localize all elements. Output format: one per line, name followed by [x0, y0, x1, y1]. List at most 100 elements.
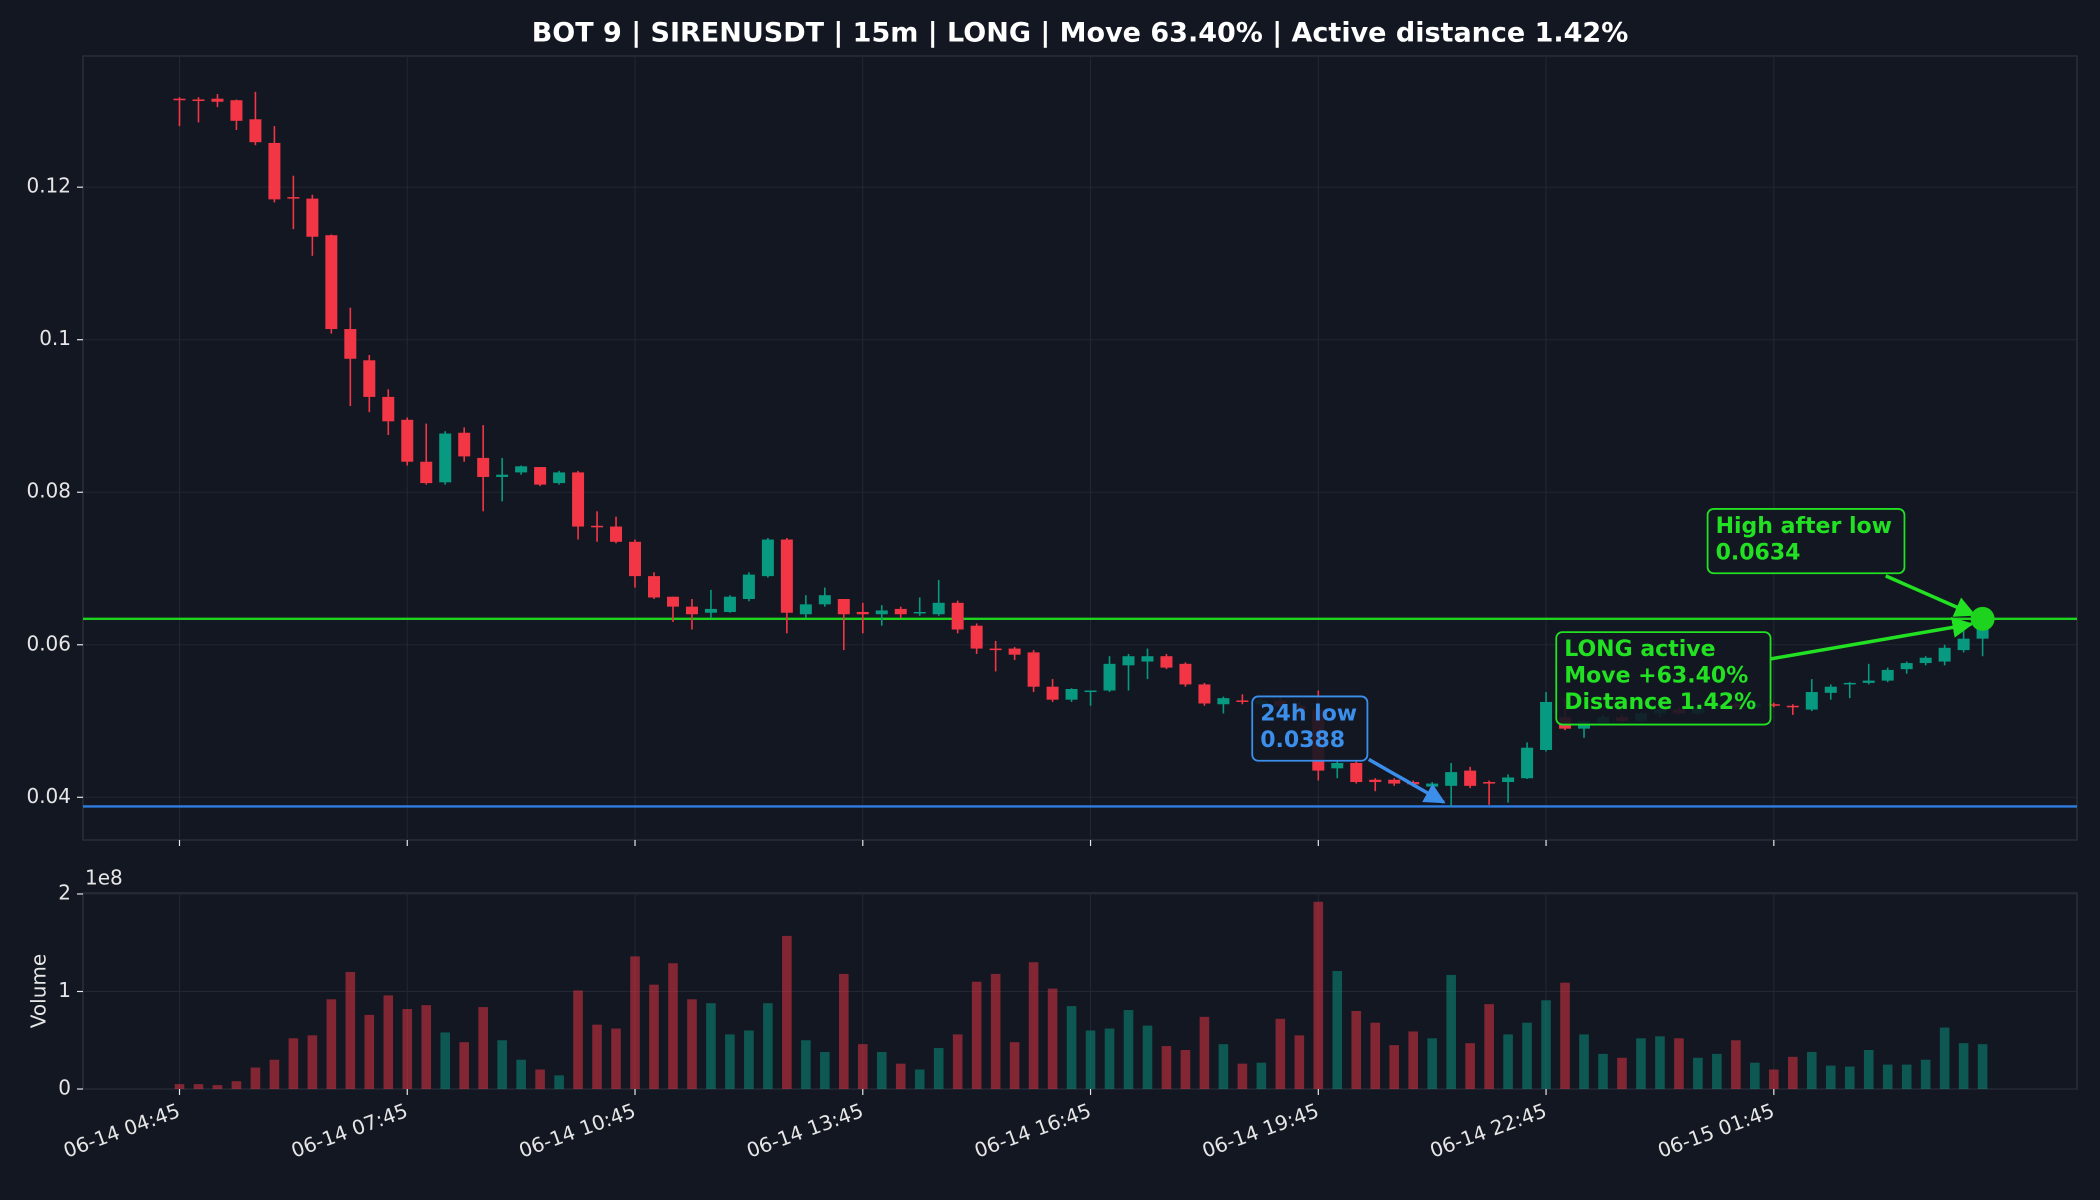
x-tick-label: 06-14 07:45 [288, 1098, 411, 1162]
candle-body [1805, 692, 1818, 710]
candle-body [1217, 698, 1230, 705]
candle-body [1103, 663, 1116, 691]
candle-body [211, 98, 224, 102]
volume-bar [193, 1084, 204, 1089]
volume-bar [1560, 982, 1570, 1089]
candle-body [970, 625, 983, 649]
volume-bar [1731, 1040, 1741, 1089]
volume-bar [1370, 1022, 1381, 1089]
volume-bar [345, 971, 356, 1089]
annotation-text: 0.0388 [1260, 728, 1345, 753]
volume-bar [1674, 1038, 1684, 1089]
volume-bar [895, 1063, 906, 1089]
volume-bar [1882, 1064, 1893, 1089]
candle-body [648, 576, 660, 598]
candle-body [268, 142, 281, 200]
volume-bar [687, 999, 697, 1089]
x-tick-label: 06-14 10:45 [516, 1098, 639, 1162]
annotation-text: High after low [1716, 514, 1892, 539]
candle-body [458, 432, 471, 457]
candle-body [610, 526, 623, 542]
candle-body [420, 461, 433, 484]
candle-body [894, 608, 907, 615]
price-panel [82, 55, 2078, 841]
volume-bar [1332, 971, 1343, 1089]
candle-body [1008, 648, 1021, 655]
volume-bar [1920, 1059, 1931, 1089]
candle-body [1350, 762, 1363, 783]
y-tick-label: 0.1 [39, 326, 71, 350]
volume-bar [1351, 1010, 1362, 1089]
volume-bar [801, 1040, 811, 1089]
volume-bar [1085, 1030, 1096, 1089]
volume-bar [914, 1069, 925, 1089]
annotation-arrow [1367, 757, 1446, 804]
annotation-text: LONG active [1564, 637, 1715, 662]
candle-body [1464, 770, 1477, 786]
volume-bar [288, 1038, 299, 1089]
candle-body [666, 596, 679, 607]
candle-body [1938, 647, 1951, 662]
candle-body [780, 539, 793, 613]
candle-body [932, 602, 945, 615]
candle-body [818, 595, 831, 605]
volume-bar [364, 1014, 375, 1089]
volume-bar [668, 963, 678, 1089]
y-tick-label: 1 [58, 978, 71, 1002]
candle-body [534, 467, 547, 485]
candle-body [1502, 777, 1515, 783]
annotation-text: Distance 1.42% [1564, 690, 1756, 715]
candle-body [875, 610, 888, 615]
candle-body [572, 472, 585, 527]
candle-body [477, 457, 490, 477]
volume-bar [402, 1009, 413, 1089]
volume-bar [1825, 1065, 1836, 1089]
candle-body [591, 525, 604, 528]
candle-body [837, 599, 850, 615]
volume-bar [1237, 1063, 1248, 1089]
volume-bar [174, 1084, 185, 1089]
volume-bar [1712, 1053, 1722, 1089]
volume-bar [1446, 974, 1456, 1089]
candle-body [325, 235, 338, 330]
candle-body [1957, 638, 1970, 651]
volume-bar [1693, 1057, 1703, 1089]
candle-body [192, 99, 205, 101]
candle-body [344, 329, 357, 359]
volume-bar [1503, 1034, 1513, 1089]
volume-bar [421, 1005, 432, 1089]
volume-bar [630, 956, 640, 1089]
volume-bar [1104, 1028, 1115, 1089]
candle-body [1483, 782, 1496, 784]
candle-body [856, 611, 869, 615]
volume-bar [1636, 1038, 1646, 1089]
candle-body [1179, 663, 1192, 685]
volume-bar [231, 1081, 242, 1089]
volume-bar [269, 1059, 280, 1089]
y-tick-label: 0.12 [26, 174, 71, 198]
annotation-text: 0.0634 [1716, 540, 1801, 565]
volume-bar [1199, 1016, 1210, 1089]
volume-bar [1313, 901, 1324, 1089]
annotation-text: 24h low [1260, 701, 1357, 726]
volume-bar [1977, 1044, 1988, 1089]
candle-body [1331, 762, 1344, 769]
candle-body [1919, 657, 1932, 664]
volume-bar [971, 981, 982, 1089]
volume-bar [383, 995, 394, 1089]
volume-bar [1180, 1049, 1191, 1089]
volume-bar [440, 1032, 451, 1089]
volume-bar [1484, 1004, 1494, 1089]
volume-bar [516, 1059, 526, 1089]
candle-body [704, 608, 717, 613]
volume-bar [1465, 1043, 1475, 1089]
volume-bar [782, 935, 792, 1089]
candle-body [1369, 779, 1382, 783]
candle-body [496, 474, 509, 477]
candle-body [382, 396, 395, 422]
volume-bar [1123, 1010, 1134, 1089]
annotation-arrow [1885, 574, 1977, 617]
volume-bar [725, 1034, 735, 1089]
candle-body [1027, 652, 1040, 687]
annotation-text: Move +63.40% [1564, 664, 1748, 689]
